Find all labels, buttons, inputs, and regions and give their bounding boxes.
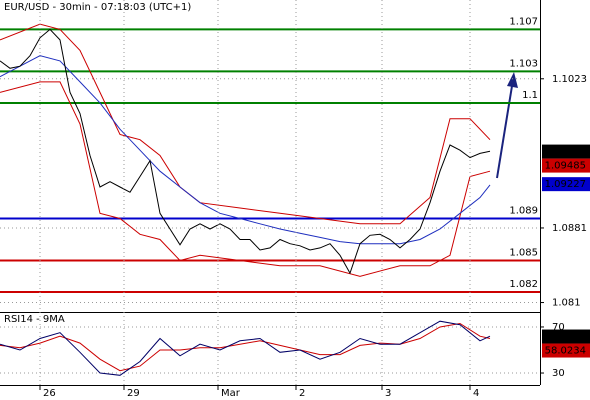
value-box-label: 58.0234 [545,346,586,357]
value-box [542,144,590,159]
panel-title: EUR/USD - 30min - 07:18:03 (UTC+1) [4,2,191,13]
value-box [542,177,590,192]
level-label: 1.1 [522,90,538,101]
panel-title: RSI14 - 9MA [4,314,65,325]
x-tick-label: 29 [127,388,140,399]
value-box [542,158,590,173]
level-label: 1.085 [509,248,538,259]
y-tick-label: 1.081 [552,298,581,309]
level-label: 1.107 [509,16,538,27]
forecast-arrow [496,85,513,179]
value-box-label: 1.09227 [545,179,586,190]
x-tick-label: 4 [473,388,479,399]
value-box-label: 1.09485 [545,161,586,172]
series-line [0,322,491,372]
value-box-label: 61.6946 [545,332,586,343]
series-line [0,28,491,275]
value-box [542,343,590,358]
x-tick-label: 26 [43,388,56,399]
series-line [0,81,491,277]
value-box-label: 1.09537 [545,147,586,158]
level-label: 1.089 [509,206,538,217]
forecast-arrowhead [507,72,518,88]
x-tick-label: Mar [221,388,241,399]
series-line [0,320,491,376]
level-label: 1.103 [509,58,538,69]
series-line [0,55,491,245]
level-label: 1.082 [509,279,538,290]
y-tick-label: 30 [552,368,565,379]
x-tick-label: 3 [385,388,391,399]
x-tick-label: 2 [299,388,305,399]
y-tick-label: 1.0881 [552,223,587,234]
y-tick-label: 1.1023 [552,74,587,85]
y-tick-label: 70 [552,322,565,333]
value-box [542,329,590,344]
